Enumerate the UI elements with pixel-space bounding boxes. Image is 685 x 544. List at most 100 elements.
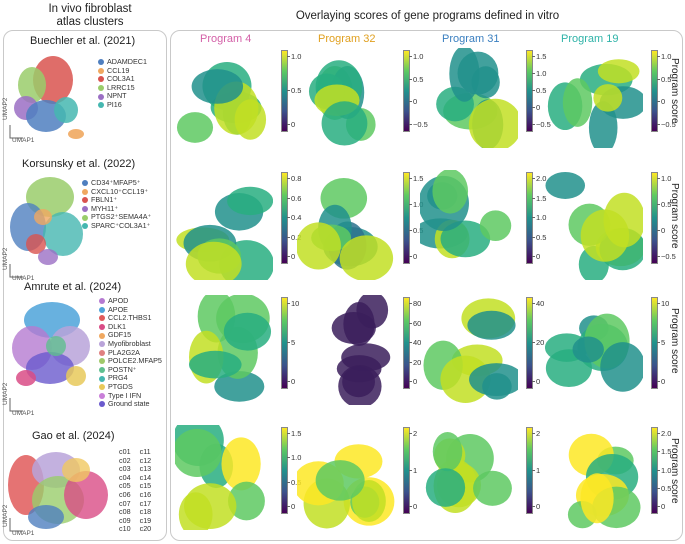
legend-dot — [82, 206, 88, 213]
umap1-label: UMAP1 — [12, 275, 35, 282]
legend-label: c05 — [119, 481, 131, 491]
colorbar — [651, 427, 658, 514]
legend-label: PTGS2⁺SEMA4A⁺ — [91, 212, 152, 222]
legend-item: LRRC15 — [98, 82, 147, 93]
legend-label: CCL2.THBS1 — [108, 313, 152, 323]
legend-label: c04 — [119, 472, 131, 482]
colorbar — [651, 297, 658, 389]
legend-dot — [99, 341, 105, 348]
legend-dot — [99, 315, 105, 322]
umap-density-blob — [473, 470, 512, 506]
colorbar-tick-label: −0.5 — [413, 120, 428, 129]
umap-axes-2 — [9, 264, 23, 278]
umap-density-blob — [432, 431, 463, 472]
colorbar — [526, 297, 533, 389]
legend-item: c17 — [137, 499, 152, 509]
legend-dot — [82, 197, 88, 204]
legend-label: APOE — [108, 304, 128, 314]
umap-density-blob — [176, 112, 214, 143]
colorbar-tick-label: −0.5 — [661, 252, 676, 261]
colorbar-tickmark — [657, 381, 660, 382]
colorbar-tick-label: 1.0 — [536, 69, 547, 78]
legend-label: c11 — [139, 447, 151, 456]
colorbar — [526, 50, 533, 132]
colorbar-tickmark — [532, 56, 535, 57]
legend-label: CD34⁺MFAP5⁺ — [91, 178, 141, 187]
legend-label: LRRC15 — [107, 82, 135, 92]
legend-label: c18 — [139, 507, 152, 517]
colorbar-tick-label: 0 — [536, 377, 541, 386]
umap2-label: UMAP2 — [2, 382, 9, 405]
legend-item: PTGS2⁺SEMA4A⁺ — [82, 213, 151, 222]
colorbar — [403, 297, 410, 389]
colorbar-tick-label: 2.0 — [661, 429, 672, 438]
legend-label: Type I IFN — [108, 390, 142, 400]
umap-density-blob — [339, 235, 394, 280]
colorbar-tickmark — [657, 433, 660, 434]
colorbar-tickmark — [409, 381, 412, 382]
legend-item: c12 — [137, 456, 152, 466]
umap-density-blob — [227, 186, 273, 216]
colorbar-tickmark — [532, 178, 535, 179]
colorbar-tickmark — [532, 433, 535, 434]
legend-item: CXCL10⁺CCL19⁺ — [82, 187, 151, 197]
colorbar-tickmark — [287, 178, 290, 179]
colorbar-tick-label: 1.0 — [661, 465, 672, 475]
colorbar-tickmark — [657, 178, 660, 179]
score-label-row3: Program score — [669, 308, 680, 374]
colorbar-tick-label: 1.0 — [413, 200, 424, 209]
colorbar-tick-label: 10 — [291, 299, 300, 308]
program-title-19: Program 19 — [561, 33, 619, 45]
legend-dot — [82, 180, 88, 187]
legend-item: COL3A1 — [98, 75, 147, 84]
umap-axes-1 — [9, 125, 23, 139]
colorbar-tickmark — [532, 197, 535, 199]
legend-item: NPNT — [98, 92, 147, 101]
legend-item: c01 — [116, 447, 131, 457]
umap-density-blob — [315, 460, 365, 501]
colorbar — [281, 172, 288, 264]
umap-density-blob — [467, 310, 516, 340]
umap-axes-3 — [9, 398, 23, 412]
colorbar-tickmark — [287, 90, 290, 91]
legend-label: CCL19 — [107, 65, 130, 75]
legend-item: c08 — [116, 507, 131, 517]
legend-label: c09 — [119, 515, 131, 525]
colorbar-tickmark — [657, 506, 660, 507]
umap-density-blob — [469, 363, 518, 397]
legend-item: FBLN1⁺ — [82, 196, 151, 205]
colorbar-tickmark — [532, 381, 535, 382]
legend-item: APOE — [99, 304, 162, 315]
colorbar-tick-label: 5 — [291, 338, 296, 347]
legend-dot — [99, 401, 105, 408]
umap-density-blob — [440, 220, 491, 258]
colorbar-tick-label: 0.6 — [291, 193, 302, 203]
umap-density-blob — [223, 312, 272, 351]
umap-density-blob — [331, 311, 376, 345]
legend-item: GDF15 — [99, 331, 162, 340]
colorbar-tickmark — [287, 217, 290, 218]
colorbar — [281, 50, 288, 132]
program-umap — [331, 295, 391, 405]
colorbar-tickmark — [287, 236, 290, 238]
legend-item: MYH11⁺ — [82, 204, 151, 214]
legend-item: c14 — [137, 473, 152, 483]
legend-item: CCL2.THBS1 — [99, 314, 162, 323]
legend-label: c03 — [119, 464, 131, 474]
legend-item: Ground state — [99, 400, 162, 409]
legend-item: PI16 — [98, 100, 147, 110]
umap-density-blob — [297, 222, 341, 270]
colorbar-tick-label: 0 — [661, 502, 666, 511]
legend-label: c02 — [119, 455, 131, 465]
legend-label: Ground state — [108, 399, 150, 409]
umap-density-blob — [468, 98, 518, 148]
program-umap — [567, 433, 641, 529]
colorbar-tick-label: 0.8 — [291, 174, 302, 183]
legend-label: PLA2G2A — [108, 347, 140, 357]
legend-item: c11 — [137, 447, 152, 457]
colorbar-tick-label: 0 — [413, 252, 418, 261]
colorbar-tickmark — [532, 73, 535, 74]
program-umap — [176, 186, 273, 280]
colorbar-tick-label: 2 — [536, 429, 541, 438]
colorbar-tick-label: 0 — [661, 97, 666, 107]
